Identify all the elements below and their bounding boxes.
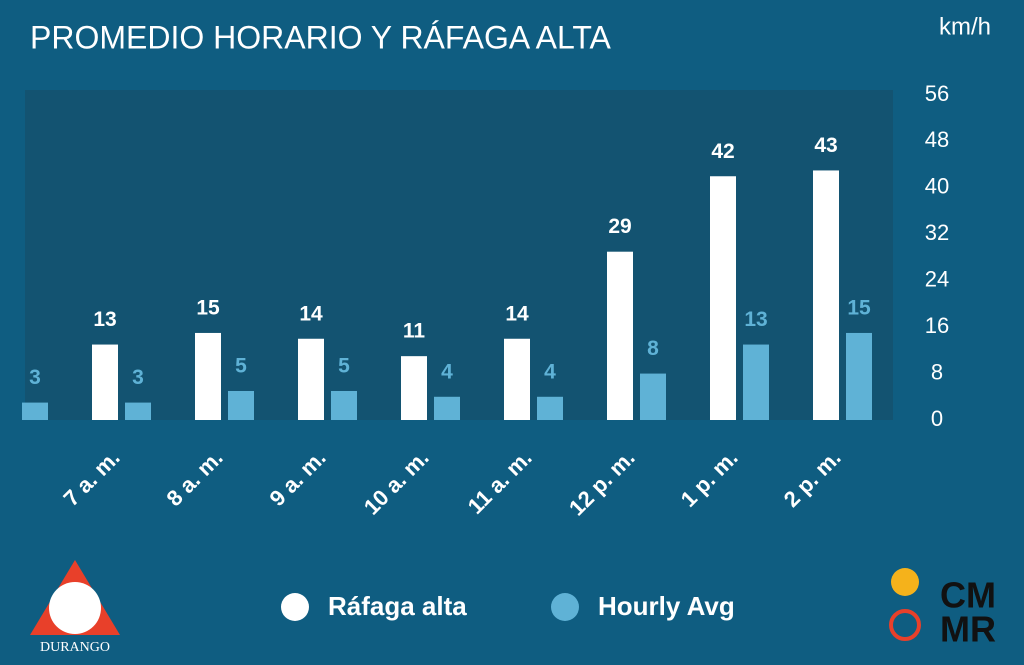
legend-label: Ráfaga alta — [328, 591, 467, 621]
value-label: 11 — [403, 320, 426, 343]
bar — [813, 170, 839, 420]
y-tick-label: 56 — [925, 81, 949, 106]
logo-right: CM MR — [889, 568, 996, 650]
logo-shape — [49, 582, 101, 634]
y-tick-label: 0 — [931, 406, 943, 431]
logo-text: CM — [940, 575, 996, 616]
bar — [504, 338, 530, 420]
logo-text: DURANGO — [40, 640, 110, 655]
bar — [743, 344, 769, 420]
bar — [607, 251, 633, 420]
value-label: 15 — [847, 296, 871, 319]
value-label: 5 — [235, 355, 247, 378]
y-tick-label: 32 — [925, 220, 949, 245]
y-tick-label: 8 — [931, 359, 943, 384]
y-axis-label: km/h — [939, 13, 991, 40]
bar — [401, 356, 427, 420]
x-tick-label: 7 a. m. — [59, 445, 125, 511]
value-label: 3 — [29, 366, 41, 389]
x-tick-label: 9 a. m. — [265, 445, 331, 511]
value-label: 29 — [608, 215, 631, 238]
x-tick-label: 8 a. m. — [162, 445, 228, 511]
legend-marker — [281, 593, 309, 621]
value-label: 42 — [711, 140, 734, 163]
value-label: 4 — [441, 360, 453, 383]
y-tick-label: 16 — [925, 313, 949, 338]
bar — [537, 396, 563, 420]
value-label: 15 — [196, 296, 220, 319]
bar — [92, 344, 118, 420]
chart-title: PROMEDIO HORARIO Y RÁFAGA ALTA — [30, 19, 612, 55]
bar — [22, 402, 48, 420]
x-tick-label: 2 p. m. — [779, 445, 846, 512]
bar — [331, 390, 357, 420]
value-label: 4 — [544, 360, 556, 383]
x-tick-label: 11 a. m. — [463, 445, 537, 519]
value-label: 14 — [505, 302, 529, 325]
value-label: 5 — [338, 355, 350, 378]
bar — [195, 332, 221, 420]
logo-text: MR — [940, 609, 996, 650]
logo-shape — [889, 609, 921, 641]
logo-shape — [891, 568, 919, 596]
logo-left: DURANGO — [30, 560, 120, 655]
bar — [125, 402, 151, 420]
value-label: 14 — [299, 302, 323, 325]
value-label: 43 — [814, 134, 837, 157]
y-tick-label: 48 — [925, 127, 949, 152]
bar — [298, 338, 324, 420]
bar — [228, 390, 254, 420]
legend-marker — [551, 593, 579, 621]
x-tick-label: 12 p. m. — [564, 445, 640, 521]
x-tick-label: 10 a. m. — [359, 445, 434, 520]
y-tick-label: 24 — [925, 267, 949, 292]
value-label: 8 — [647, 337, 659, 360]
value-label: 13 — [744, 308, 767, 331]
value-label: 3 — [132, 366, 144, 389]
legend-label: Hourly Avg — [598, 591, 735, 621]
bar — [640, 373, 666, 420]
y-tick-label: 40 — [925, 174, 949, 199]
bar — [846, 332, 872, 420]
x-tick-label: 1 p. m. — [676, 445, 743, 512]
value-label: 13 — [93, 308, 116, 331]
bar — [710, 176, 736, 420]
bar — [434, 396, 460, 420]
